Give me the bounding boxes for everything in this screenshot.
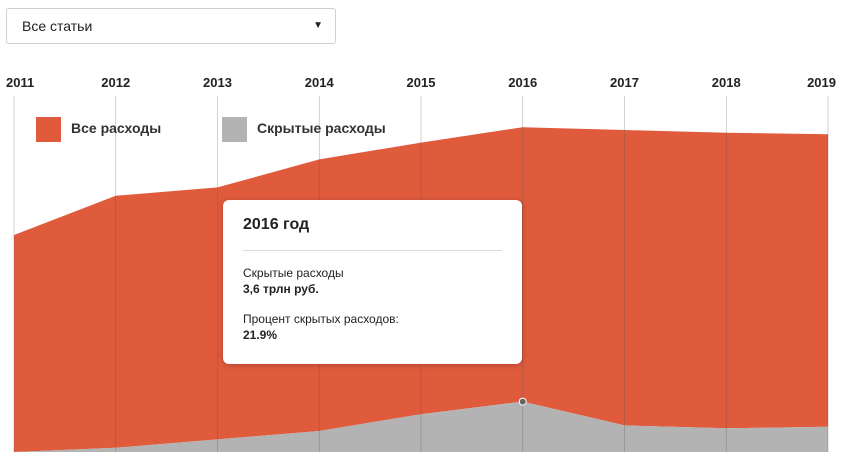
x-tick-label: 2018 (712, 75, 741, 90)
x-tick-label: 2017 (610, 75, 639, 90)
tooltip-title: 2016 год (243, 216, 310, 233)
x-tick-label: 2015 (407, 75, 436, 90)
x-tick-label: 2011 (6, 75, 34, 90)
x-tick-label: 2014 (305, 75, 335, 90)
legend-swatch (222, 117, 247, 142)
highlight-point (518, 397, 527, 406)
tooltip-percent-label: Процент скрытых расходов: (243, 312, 399, 326)
tooltip-percent-value: 21.9% (243, 328, 278, 342)
legend-swatch (36, 117, 61, 142)
tooltip-hidden-label: Скрытые расходы (243, 266, 344, 280)
x-tick-label: 2012 (101, 75, 130, 90)
chart-tooltip: 2016 год Скрытые расходы 3,6 трлн руб. П… (223, 200, 522, 364)
chevron-down-icon: ▼ (313, 20, 323, 31)
x-tick-label: 2019 (807, 75, 836, 90)
filter-selected-value: Все статьи (22, 18, 93, 34)
filter-dropdown[interactable]: Все статьи ▼ (6, 8, 336, 44)
x-tick-label: 2013 (203, 75, 232, 90)
series-area-hidden (14, 401, 828, 452)
legend-label: Скрытые расходы (257, 120, 386, 136)
legend-label: Все расходы (71, 120, 161, 136)
x-tick-label: 2016 (508, 75, 537, 90)
tooltip-hidden-value: 3,6 трлн руб. (243, 282, 319, 296)
tooltip-divider (243, 250, 502, 251)
